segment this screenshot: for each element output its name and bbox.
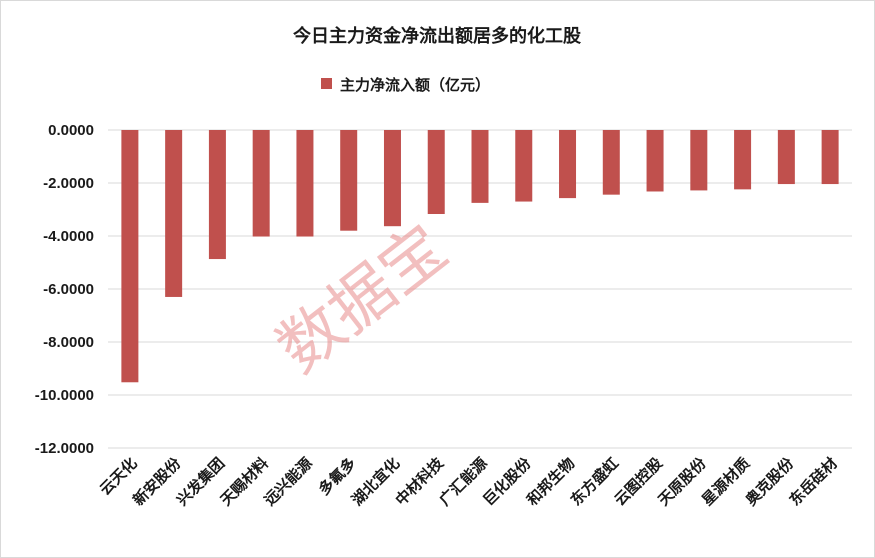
y-tick-label: 0.0000 <box>48 122 94 139</box>
chart-title: 今日主力资金净流出额居多的化工股 <box>293 25 582 47</box>
y-tick-label: -12.0000 <box>35 440 94 457</box>
legend-label: 主力净流入额（亿元） <box>340 76 490 94</box>
bar <box>471 130 489 203</box>
bar <box>690 130 708 191</box>
bar <box>559 130 577 199</box>
bar <box>340 130 358 231</box>
bar <box>427 130 445 215</box>
legend-swatch <box>321 78 332 89</box>
bar <box>734 130 752 190</box>
y-tick-label: -2.0000 <box>43 175 94 192</box>
y-tick-label: -4.0000 <box>43 228 94 245</box>
bar <box>121 130 139 383</box>
y-tick-label: -6.0000 <box>43 281 94 298</box>
bars <box>121 130 839 383</box>
bar <box>515 130 533 202</box>
bar <box>646 130 664 192</box>
bar <box>252 130 270 237</box>
bar <box>821 130 839 185</box>
bar <box>165 130 183 297</box>
legend: 主力净流入额（亿元） <box>321 76 490 94</box>
y-axis-ticks: 0.0000 -2.0000 -4.0000 -6.0000 -8.0000 -10.00… <box>35 122 94 457</box>
y-tick-label: -8.0000 <box>43 334 94 351</box>
bar <box>208 130 226 260</box>
bar <box>602 130 620 195</box>
y-tick-label: -10.0000 <box>35 387 94 404</box>
bar <box>777 130 795 185</box>
bar <box>383 130 401 227</box>
bar <box>296 130 314 237</box>
gridlines <box>108 129 852 449</box>
